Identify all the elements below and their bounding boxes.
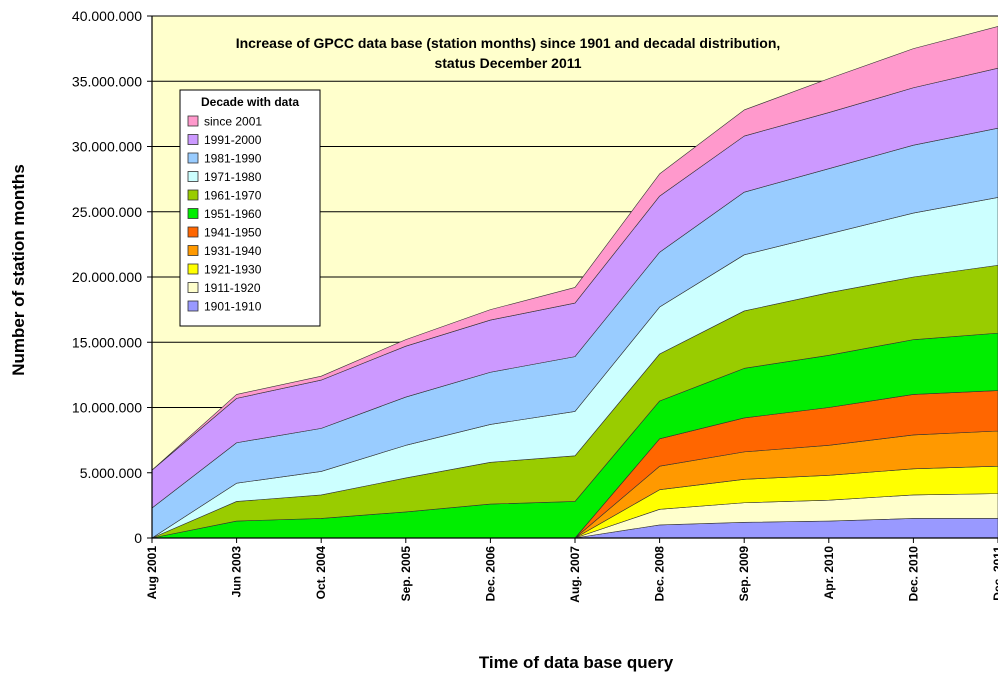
x-tick-label: Dec. 2008 bbox=[653, 546, 667, 602]
y-tick-label: 20.000.000 bbox=[72, 269, 142, 285]
x-tick-label: Sep. 2009 bbox=[737, 546, 751, 602]
chart-title-line-2: status December 2011 bbox=[434, 55, 581, 71]
legend-label-1961-1970: 1961-1970 bbox=[204, 189, 262, 203]
y-tick-label: 10.000.000 bbox=[72, 400, 142, 416]
x-tick-labels: Aug 2001 Jun 2003 Oct. 2004 Sep. 2005 Dec. 2… bbox=[145, 546, 998, 603]
legend-label-1981-1990: 1981-1990 bbox=[204, 152, 262, 166]
legend-swatch-since-2001 bbox=[187, 115, 199, 127]
x-tick-label: Aug. 2007 bbox=[568, 546, 582, 603]
legend-box bbox=[179, 89, 321, 327]
legend-label-1941-1950: 1941-1950 bbox=[204, 226, 262, 240]
x-tick-label: Sep. 2005 bbox=[399, 546, 413, 602]
x-tick-label: Dec. 2011 bbox=[991, 546, 998, 601]
legend-swatch-1921-1930 bbox=[187, 263, 199, 275]
x-tick-label: Aug 2001 bbox=[145, 546, 159, 600]
legend-label-1921-1930: 1921-1930 bbox=[204, 263, 262, 277]
x-tick-label: Jun 2003 bbox=[230, 546, 244, 598]
y-tick-label: 40.000.000 bbox=[72, 8, 142, 24]
legend-label-1911-1920: 1911-1920 bbox=[204, 281, 261, 295]
legend-title: Decade with data bbox=[201, 95, 299, 109]
legend-swatch-1991-2000 bbox=[187, 134, 199, 145]
legend-swatch-1971-1980 bbox=[187, 171, 199, 182]
axes bbox=[147, 15, 998, 543]
y-tick-label: 5.000.000 bbox=[80, 465, 142, 481]
x-axis-title: Time of data base query bbox=[479, 653, 674, 672]
legend-swatch-1941-1950 bbox=[187, 226, 199, 238]
legend-swatch-1901-1910 bbox=[187, 300, 199, 312]
legend-swatch-1911-1920 bbox=[187, 282, 199, 293]
legend-swatch-1961-1970 bbox=[187, 189, 199, 201]
legend-swatch-1931-1940 bbox=[187, 245, 199, 256]
y-tick-labels: 0 5.000.000 10.000.000 15.000.000 20.000.000… bbox=[72, 8, 142, 546]
y-tick-label: 30.000.000 bbox=[72, 139, 142, 155]
area-series bbox=[151, 26, 998, 539]
legend-items: since 2001 1991-2000 1981-1990 1971-1980 196… bbox=[187, 115, 262, 314]
y-tick-label: 25.000.000 bbox=[72, 204, 142, 220]
legend-label-1951-1960: 1951-1960 bbox=[204, 207, 262, 221]
legend-swatch-1951-1960 bbox=[187, 208, 199, 219]
legend: Decade with data since 2001 1991-2000 1981… bbox=[179, 89, 321, 327]
legend-label-1971-1980: 1971-1980 bbox=[204, 170, 262, 184]
y-tick-label: 35.000.000 bbox=[72, 73, 142, 89]
legend-swatch-1981-1990 bbox=[187, 152, 199, 164]
chart-title-line-1: Increase of GPCC data base (station mont… bbox=[236, 35, 781, 51]
legend-label-1991-2000: 1991-2000 bbox=[204, 133, 262, 147]
y-axis-title: Number of station months bbox=[9, 164, 28, 376]
x-tick-label: Apr. 2010 bbox=[822, 546, 836, 600]
legend-label-1931-1940: 1931-1940 bbox=[204, 244, 262, 258]
x-tick-label: Dec. 2006 bbox=[483, 546, 497, 602]
x-tick-label: Dec. 2010 bbox=[906, 546, 920, 602]
legend-label-since-2001: since 2001 bbox=[204, 115, 262, 129]
y-tick-label: 0 bbox=[134, 530, 142, 546]
legend-label-1901-1910: 1901-1910 bbox=[204, 300, 262, 314]
area-series-since-2001 bbox=[151, 26, 998, 471]
x-tick-label: Oct. 2004 bbox=[314, 546, 328, 600]
y-tick-label: 15.000.000 bbox=[72, 334, 142, 350]
